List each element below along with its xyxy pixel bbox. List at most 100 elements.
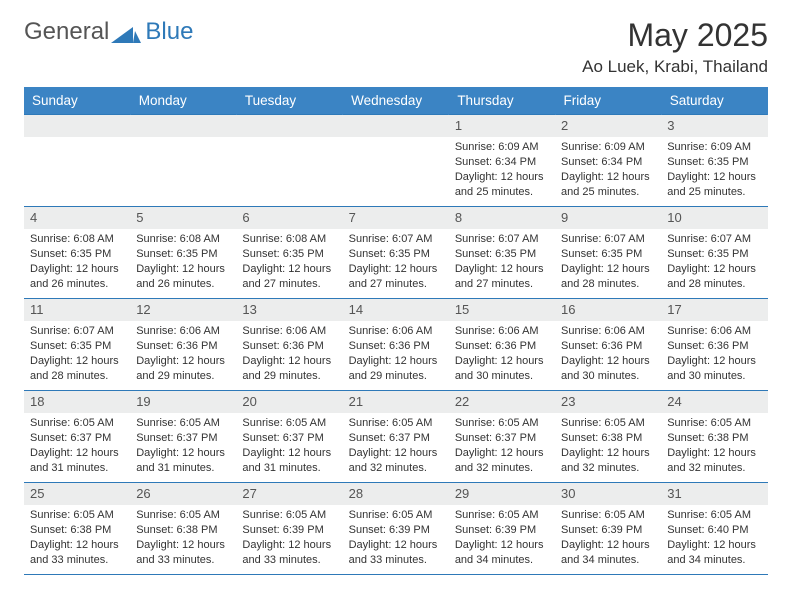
sunset-text: Sunset: 6:36 PM	[667, 340, 761, 354]
calendar-day-cell: 16Sunrise: 6:06 AMSunset: 6:36 PMDayligh…	[555, 299, 661, 391]
day-details: Sunrise: 6:06 AMSunset: 6:36 PMDaylight:…	[130, 321, 236, 388]
calendar-day-cell: 18Sunrise: 6:05 AMSunset: 6:37 PMDayligh…	[24, 391, 130, 483]
day-number: 15	[449, 299, 555, 321]
day-number: 18	[24, 391, 130, 413]
daylight1-text: Daylight: 12 hours	[455, 539, 549, 553]
sunrise-text: Sunrise: 6:05 AM	[136, 509, 230, 523]
calendar-day-cell: 30Sunrise: 6:05 AMSunset: 6:39 PMDayligh…	[555, 483, 661, 575]
day-number: 14	[343, 299, 449, 321]
day-number: 3	[661, 115, 767, 137]
day-number: 24	[661, 391, 767, 413]
daylight2-text: and 26 minutes.	[30, 278, 124, 292]
day-details: Sunrise: 6:05 AMSunset: 6:40 PMDaylight:…	[661, 505, 767, 572]
day-details	[236, 137, 342, 145]
day-details: Sunrise: 6:06 AMSunset: 6:36 PMDaylight:…	[236, 321, 342, 388]
day-details: Sunrise: 6:07 AMSunset: 6:35 PMDaylight:…	[555, 229, 661, 296]
daylight1-text: Daylight: 12 hours	[455, 447, 549, 461]
daylight1-text: Daylight: 12 hours	[667, 355, 761, 369]
calendar-day-cell: .	[24, 115, 130, 207]
sunrise-text: Sunrise: 6:09 AM	[561, 141, 655, 155]
weekday-header: Tuesday	[236, 87, 342, 115]
daylight2-text: and 30 minutes.	[667, 370, 761, 384]
daylight2-text: and 27 minutes.	[455, 278, 549, 292]
day-number: 9	[555, 207, 661, 229]
day-number: 8	[449, 207, 555, 229]
sunset-text: Sunset: 6:37 PM	[455, 432, 549, 446]
daylight2-text: and 25 minutes.	[561, 186, 655, 200]
sunrise-text: Sunrise: 6:07 AM	[349, 233, 443, 247]
day-details: Sunrise: 6:08 AMSunset: 6:35 PMDaylight:…	[130, 229, 236, 296]
daylight2-text: and 27 minutes.	[242, 278, 336, 292]
day-details: Sunrise: 6:05 AMSunset: 6:37 PMDaylight:…	[449, 413, 555, 480]
sunset-text: Sunset: 6:34 PM	[455, 156, 549, 170]
sunset-text: Sunset: 6:36 PM	[349, 340, 443, 354]
sunrise-text: Sunrise: 6:06 AM	[561, 325, 655, 339]
calendar-day-cell: 29Sunrise: 6:05 AMSunset: 6:39 PMDayligh…	[449, 483, 555, 575]
sunrise-text: Sunrise: 6:05 AM	[349, 509, 443, 523]
daylight2-text: and 30 minutes.	[561, 370, 655, 384]
calendar-day-cell: 19Sunrise: 6:05 AMSunset: 6:37 PMDayligh…	[130, 391, 236, 483]
calendar-day-cell: 13Sunrise: 6:06 AMSunset: 6:36 PMDayligh…	[236, 299, 342, 391]
sunrise-text: Sunrise: 6:06 AM	[667, 325, 761, 339]
calendar-day-cell: 17Sunrise: 6:06 AMSunset: 6:36 PMDayligh…	[661, 299, 767, 391]
daylight2-text: and 32 minutes.	[349, 462, 443, 476]
day-details: Sunrise: 6:08 AMSunset: 6:35 PMDaylight:…	[24, 229, 130, 296]
calendar-day-cell: 31Sunrise: 6:05 AMSunset: 6:40 PMDayligh…	[661, 483, 767, 575]
sunrise-text: Sunrise: 6:05 AM	[667, 417, 761, 431]
calendar-day-cell: 2Sunrise: 6:09 AMSunset: 6:34 PMDaylight…	[555, 115, 661, 207]
calendar-day-cell: 9Sunrise: 6:07 AMSunset: 6:35 PMDaylight…	[555, 207, 661, 299]
daylight2-text: and 25 minutes.	[455, 186, 549, 200]
daylight2-text: and 28 minutes.	[30, 370, 124, 384]
day-details	[130, 137, 236, 145]
calendar-day-cell: 12Sunrise: 6:06 AMSunset: 6:36 PMDayligh…	[130, 299, 236, 391]
sunset-text: Sunset: 6:36 PM	[136, 340, 230, 354]
day-details: Sunrise: 6:05 AMSunset: 6:39 PMDaylight:…	[449, 505, 555, 572]
day-details: Sunrise: 6:05 AMSunset: 6:39 PMDaylight:…	[343, 505, 449, 572]
weekday-header: Saturday	[661, 87, 767, 115]
sunset-text: Sunset: 6:38 PM	[561, 432, 655, 446]
sunrise-text: Sunrise: 6:08 AM	[136, 233, 230, 247]
day-number: 19	[130, 391, 236, 413]
sunrise-text: Sunrise: 6:05 AM	[136, 417, 230, 431]
calendar-day-cell: 14Sunrise: 6:06 AMSunset: 6:36 PMDayligh…	[343, 299, 449, 391]
daylight1-text: Daylight: 12 hours	[349, 539, 443, 553]
daylight1-text: Daylight: 12 hours	[242, 263, 336, 277]
day-number: 2	[555, 115, 661, 137]
daylight2-text: and 34 minutes.	[667, 554, 761, 568]
weekday-header: Sunday	[24, 87, 130, 115]
sunset-text: Sunset: 6:35 PM	[349, 248, 443, 262]
day-number: 22	[449, 391, 555, 413]
sunset-text: Sunset: 6:39 PM	[242, 524, 336, 538]
sunset-text: Sunset: 6:36 PM	[242, 340, 336, 354]
calendar-day-cell: 7Sunrise: 6:07 AMSunset: 6:35 PMDaylight…	[343, 207, 449, 299]
sunrise-text: Sunrise: 6:05 AM	[561, 417, 655, 431]
daylight2-text: and 31 minutes.	[242, 462, 336, 476]
day-number: 6	[236, 207, 342, 229]
calendar-week-row: 25Sunrise: 6:05 AMSunset: 6:38 PMDayligh…	[24, 483, 768, 575]
title-block: May 2025 Ao Luek, Krabi, Thailand	[582, 18, 768, 77]
daylight1-text: Daylight: 12 hours	[561, 539, 655, 553]
sunrise-text: Sunrise: 6:08 AM	[30, 233, 124, 247]
daylight2-text: and 26 minutes.	[136, 278, 230, 292]
sunrise-text: Sunrise: 6:06 AM	[242, 325, 336, 339]
weekday-header: Thursday	[449, 87, 555, 115]
daylight1-text: Daylight: 12 hours	[30, 539, 124, 553]
day-number: 11	[24, 299, 130, 321]
calendar-day-cell: 4Sunrise: 6:08 AMSunset: 6:35 PMDaylight…	[24, 207, 130, 299]
sunset-text: Sunset: 6:38 PM	[136, 524, 230, 538]
sunset-text: Sunset: 6:40 PM	[667, 524, 761, 538]
day-details: Sunrise: 6:09 AMSunset: 6:34 PMDaylight:…	[449, 137, 555, 204]
daylight1-text: Daylight: 12 hours	[242, 539, 336, 553]
daylight1-text: Daylight: 12 hours	[349, 447, 443, 461]
sunrise-text: Sunrise: 6:07 AM	[561, 233, 655, 247]
sunrise-text: Sunrise: 6:07 AM	[30, 325, 124, 339]
daylight1-text: Daylight: 12 hours	[667, 447, 761, 461]
daylight2-text: and 32 minutes.	[561, 462, 655, 476]
day-details: Sunrise: 6:06 AMSunset: 6:36 PMDaylight:…	[661, 321, 767, 388]
sunrise-text: Sunrise: 6:09 AM	[455, 141, 549, 155]
sunset-text: Sunset: 6:35 PM	[561, 248, 655, 262]
daylight1-text: Daylight: 12 hours	[136, 355, 230, 369]
day-details: Sunrise: 6:05 AMSunset: 6:39 PMDaylight:…	[236, 505, 342, 572]
logo-mark-icon	[111, 21, 141, 43]
sunrise-text: Sunrise: 6:05 AM	[242, 417, 336, 431]
